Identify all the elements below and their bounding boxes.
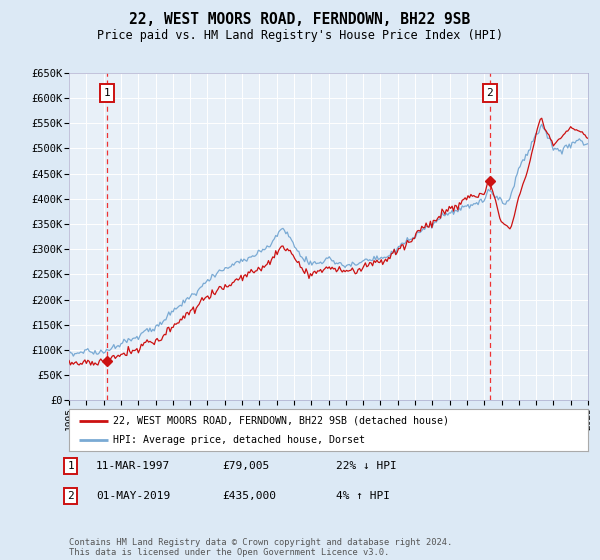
Text: £79,005: £79,005 [222,461,269,471]
Text: 4% ↑ HPI: 4% ↑ HPI [336,491,390,501]
Text: 01-MAY-2019: 01-MAY-2019 [96,491,170,501]
Text: £435,000: £435,000 [222,491,276,501]
Text: 22% ↓ HPI: 22% ↓ HPI [336,461,397,471]
Text: Price paid vs. HM Land Registry's House Price Index (HPI): Price paid vs. HM Land Registry's House … [97,29,503,42]
Text: 1: 1 [104,88,110,98]
Text: 22, WEST MOORS ROAD, FERNDOWN, BH22 9SB (detached house): 22, WEST MOORS ROAD, FERNDOWN, BH22 9SB … [113,416,449,426]
Text: 22, WEST MOORS ROAD, FERNDOWN, BH22 9SB: 22, WEST MOORS ROAD, FERNDOWN, BH22 9SB [130,12,470,27]
Text: 2: 2 [67,491,74,501]
Text: HPI: Average price, detached house, Dorset: HPI: Average price, detached house, Dors… [113,435,365,445]
Text: 1: 1 [67,461,74,471]
Text: Contains HM Land Registry data © Crown copyright and database right 2024.
This d: Contains HM Land Registry data © Crown c… [69,538,452,557]
Text: 11-MAR-1997: 11-MAR-1997 [96,461,170,471]
Text: 2: 2 [487,88,493,98]
